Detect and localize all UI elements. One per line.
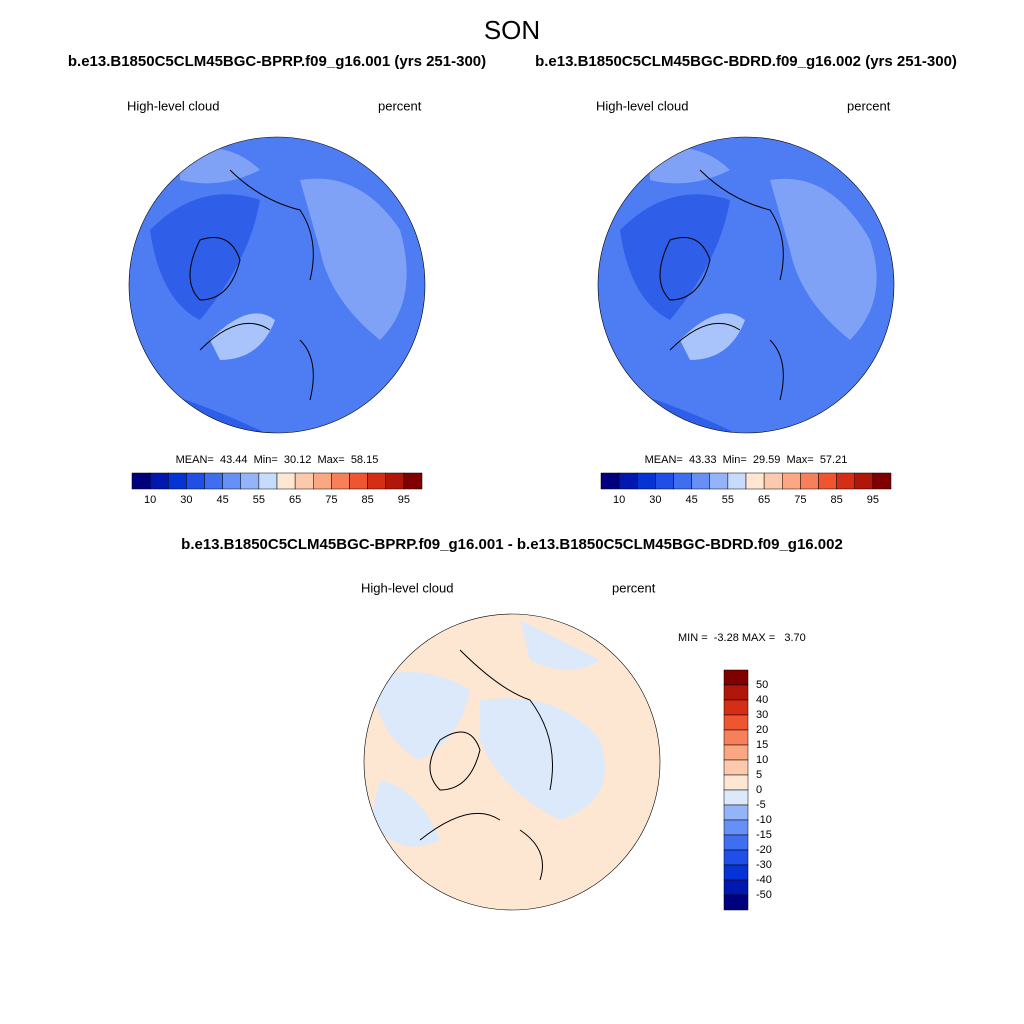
colorbar-label: 45 [686,494,698,506]
colorbar-label: 95 [867,494,879,506]
colorbar-box [723,759,749,776]
colorbar-box [294,472,314,490]
colorbar-box [723,819,749,836]
colorbar-box [800,472,819,490]
colorbar-box [745,472,765,490]
colorbar-label: 5 [756,769,762,781]
colorbar-box [723,699,749,716]
colorbar-box [204,472,223,490]
polar-map [364,614,660,910]
colorbar-box [723,729,749,746]
colorbar-label: 65 [758,494,770,506]
map-border [128,136,426,434]
colorbar-label: -15 [756,829,772,841]
variable-label: High-level cloud [127,98,220,113]
colorbar-box [763,472,783,490]
colorbar-label: 10 [144,494,156,506]
colorbar-label: -50 [756,889,772,901]
panel-subtitle: b.e13.B1850C5CLM45BGC-BPRP.f09_g16.001 -… [181,536,843,553]
colorbar-label: 0 [756,784,762,796]
colorbar-label: 85 [831,494,843,506]
colorbar-label: 95 [398,494,410,506]
colorbar-label: 10 [756,754,768,766]
colorbar-box [349,472,368,490]
colorbar-label: 65 [289,494,301,506]
unit-label: percent [378,98,422,113]
stats: MIN = -3.28 MAX = 3.70 [678,632,806,644]
figure-title: SON [484,15,540,45]
colorbar-box [403,472,423,490]
stats: MEAN= 43.44 Min= 30.12 Max= 58.15 [176,454,379,466]
colorbar-box [723,849,749,866]
colorbar-box [655,472,674,490]
colorbar-box [222,472,241,490]
colorbar-box [723,894,749,911]
colorbar-box [723,684,749,701]
colorbar-box [168,472,187,490]
colorbar-label: 85 [362,494,374,506]
colorbar-label: -10 [756,814,772,826]
unit-label: percent [612,580,656,595]
polar-map [598,137,894,433]
colorbar-label: 55 [253,494,265,506]
colorbar-box [723,774,749,791]
colorbar-box [723,789,749,806]
colorbar-box [367,472,386,490]
colorbar-label: -30 [756,859,772,871]
panel-subtitle: b.e13.B1850C5CLM45BGC-BPRP.f09_g16.001 (… [68,53,486,70]
colorbar-box [723,879,749,896]
colorbar-label: 15 [756,739,768,751]
colorbar-label: 50 [756,679,768,691]
colorbar-label: 30 [180,494,192,506]
colorbar-box [818,472,837,490]
map-border [363,613,661,911]
panel-subtitle: b.e13.B1850C5CLM45BGC-BDRD.f09_g16.002 (… [535,53,957,70]
variable-label: High-level cloud [361,580,454,595]
stats: MEAN= 43.33 Min= 29.59 Max= 57.21 [645,454,848,466]
colorbar-box [872,472,892,490]
colorbar-box [723,744,749,761]
colorbar-box [600,472,620,490]
colorbar-box [673,472,692,490]
colorbar-box [313,472,332,490]
polar-map [129,137,425,433]
colorbar-box [691,472,710,490]
colorbar-label: -20 [756,844,772,856]
colorbar-box [149,472,169,490]
colorbar-box [854,472,874,490]
colorbar-box [836,472,855,490]
colorbar-box [723,834,749,851]
colorbar-label: 55 [722,494,734,506]
colorbar-box [723,714,749,731]
colorbar-box [131,472,151,490]
colorbar-label: 45 [217,494,229,506]
colorbar-label: 75 [794,494,806,506]
colorbar-box [258,472,278,490]
colorbar-box [240,472,260,490]
colorbar-box [331,472,350,490]
colorbar-box [723,864,749,881]
colorbar-label: -5 [756,799,766,811]
colorbar-box [385,472,405,490]
colorbar-box [709,472,729,490]
colorbar-label: 20 [756,724,768,736]
colorbar-box [276,472,296,490]
colorbar-label: 30 [649,494,661,506]
colorbar-label: -40 [756,874,772,886]
colorbar-label: 10 [613,494,625,506]
colorbar-box [618,472,638,490]
variable-label: High-level cloud [596,98,689,113]
colorbar-box [637,472,656,490]
colorbar-box [186,472,205,490]
colorbar-label: 30 [756,709,768,721]
map-border [597,136,895,434]
colorbar-box [727,472,747,490]
colorbar-label: 75 [325,494,337,506]
colorbar-box [723,669,749,686]
colorbar-box [782,472,801,490]
unit-label: percent [847,98,891,113]
colorbar-label: 40 [756,694,768,706]
colorbar-box [723,804,749,821]
